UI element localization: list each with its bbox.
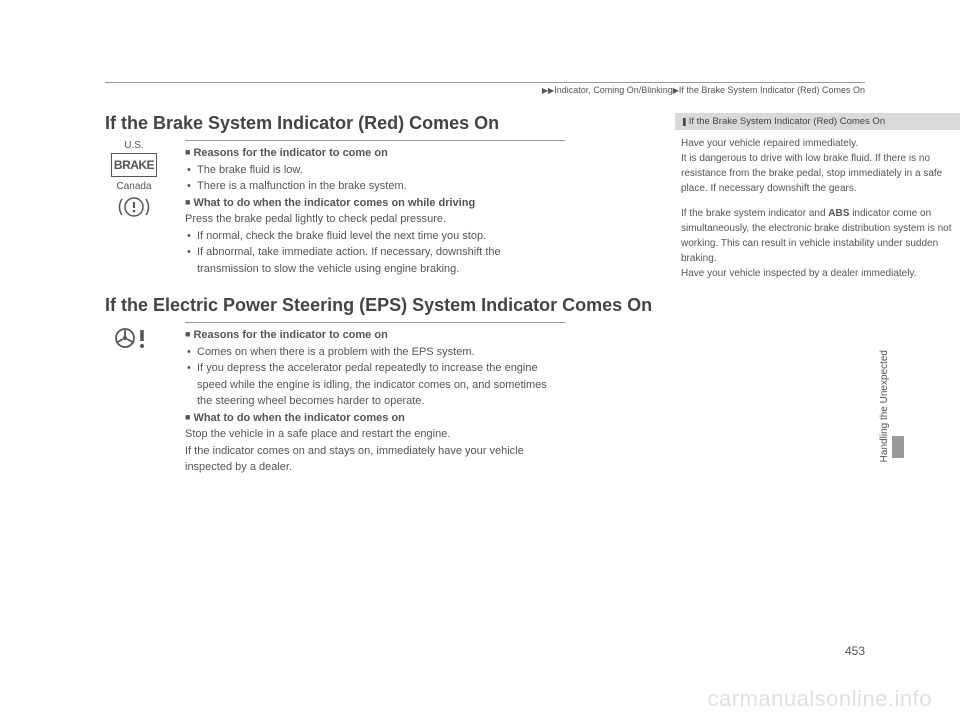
sidebar-body: Have your vehicle repaired immediately. … [675,130,960,297]
list-item: If you depress the accelerator pedal rep… [185,360,565,410]
brake-us-icon: BRAKE [111,153,157,177]
reasons-list-2: Comes on when there is a problem with th… [185,344,565,410]
reasons-label: Reasons for the indicator to come on [185,145,565,162]
list-item: Comes on when there is a problem with th… [185,344,565,361]
action-list: If normal, check the brake fluid level t… [185,228,565,278]
chapter-label: Handling the Unexpected [879,350,890,462]
list-item: If normal, check the brake fluid level t… [185,228,565,245]
sidebar-p2a: If the brake system indicator and [681,208,828,219]
sidebar-p3: Have your vehicle inspected by a dealer … [681,268,917,279]
chapter-tab [892,436,904,458]
action-body2: If the indicator comes on and stays on, … [185,443,565,476]
sidebar-p2-bold: ABS [828,208,849,219]
action-body1: Stop the vehicle in a safe place and res… [185,426,565,443]
reasons-list: The brake fluid is low. There is a malfu… [185,162,565,195]
action-label: What to do when the indicator comes on w… [185,195,565,212]
section1-body: Reasons for the indicator to come on The… [185,140,565,277]
breadcrumb: ▶▶Indicator, Coming On/Blinking▶If the B… [105,85,865,95]
eps-icon [112,326,156,350]
canada-label: Canada [105,181,163,192]
sidebar-p1: Have your vehicle repaired immediately. [681,138,858,149]
sidebar-p1b: It is dangerous to drive with low brake … [681,153,942,194]
breadcrumb-part1: Indicator, Coming On/Blinking [554,85,673,95]
action-intro: Press the brake pedal lightly to check p… [185,211,565,228]
brake-icons-column: U.S. BRAKE Canada [105,140,163,277]
list-item: There is a malfunction in the brake syst… [185,178,565,195]
list-item: The brake fluid is low. [185,162,565,179]
section2-heading: If the Electric Power Steering (EPS) Sys… [105,295,865,316]
us-label: U.S. [105,140,163,151]
breadcrumb-part2: If the Brake System Indicator (Red) Come… [679,85,865,95]
eps-icon-column [105,322,163,476]
reasons-label-2: Reasons for the indicator to come on [185,327,565,344]
watermark: carmanualsonline.info [707,686,932,712]
page-number: 453 [845,644,865,658]
sidebar-note: If the Brake System Indicator (Red) Come… [675,113,960,297]
action-label-2: What to do when the indicator comes on [185,410,565,427]
sidebar-heading: If the Brake System Indicator (Red) Come… [675,113,960,130]
header-rule [105,82,865,83]
brake-canada-icon [111,194,157,220]
list-item: If abnormal, take immediate action. If n… [185,244,565,277]
section2-body: Reasons for the indicator to come on Com… [185,322,565,476]
